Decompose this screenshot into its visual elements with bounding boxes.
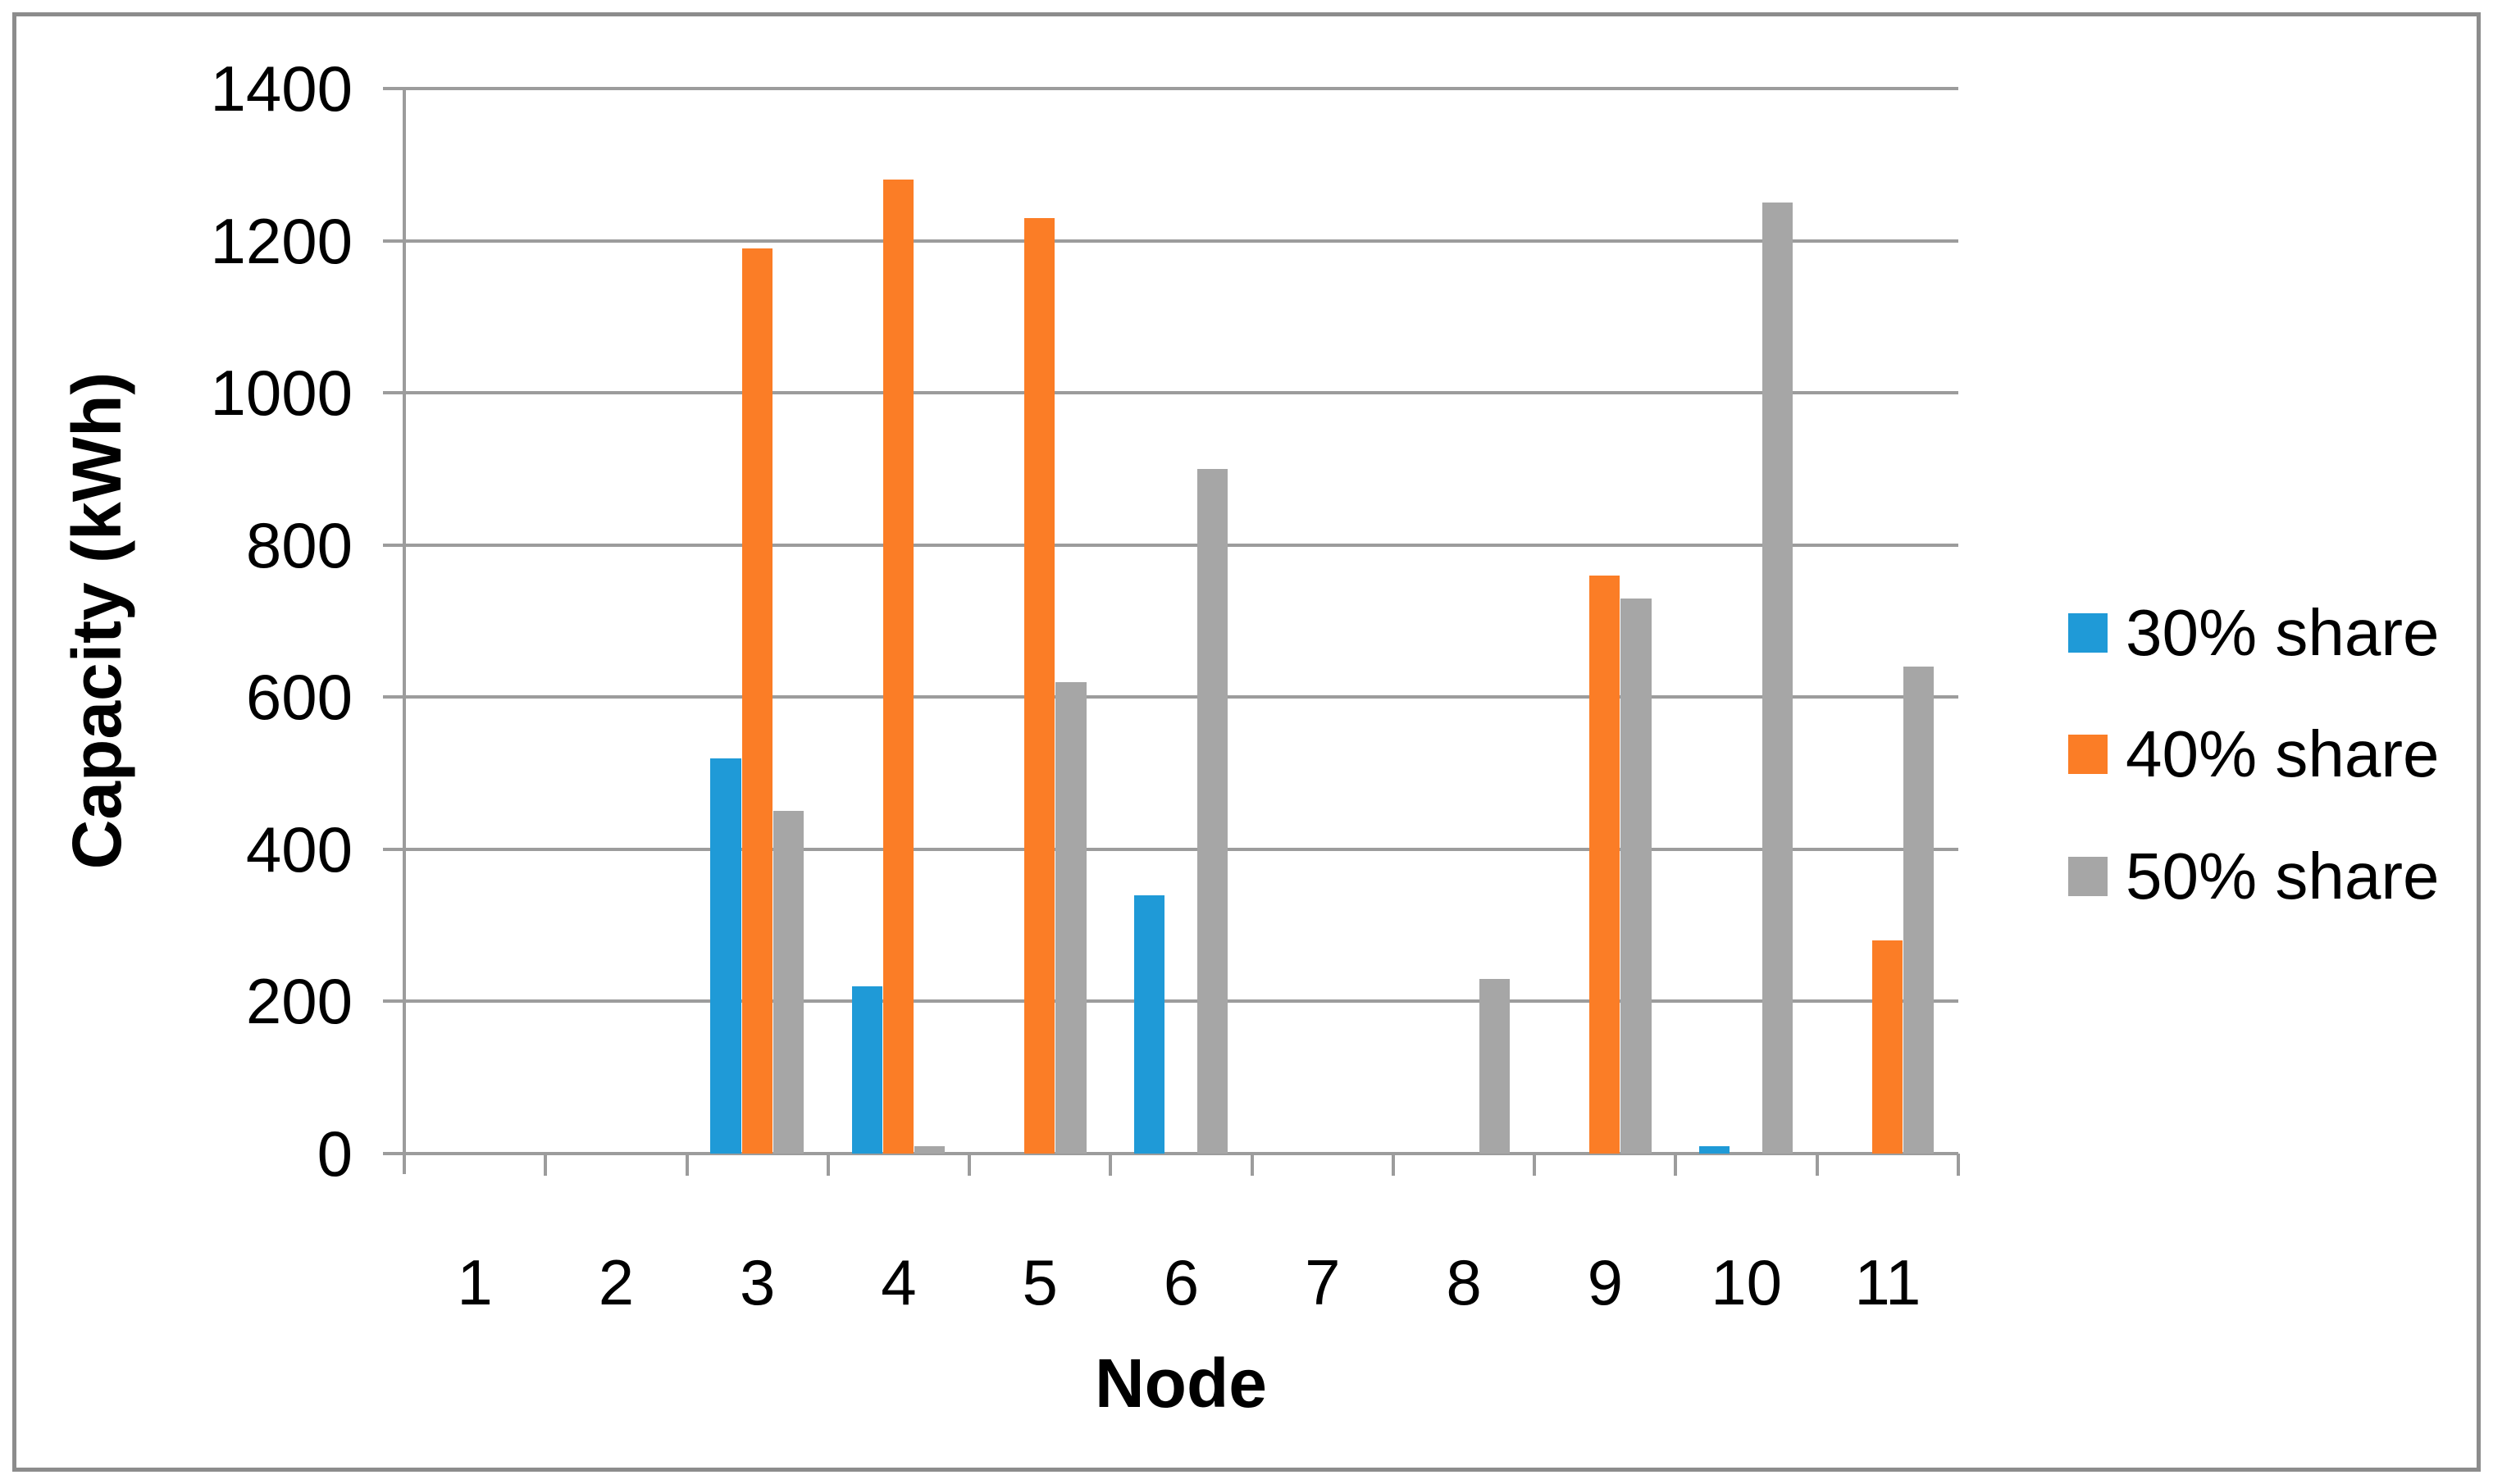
x-axis-tick-1 xyxy=(544,1154,548,1176)
x-axis-tick-4 xyxy=(968,1154,972,1176)
x-tick-label-6: 6 xyxy=(1163,1246,1200,1318)
gridline-y-400 xyxy=(383,847,1958,851)
y-tick-label-600: 600 xyxy=(245,661,353,734)
y-tick-label-1400: 1400 xyxy=(210,52,353,125)
legend-label: 30% share xyxy=(2126,596,2440,669)
legend-swatch-icon xyxy=(2068,613,2108,653)
bar-50share-node-3 xyxy=(773,811,804,1154)
bar-50share-node-11 xyxy=(1903,667,1935,1154)
bar-50share-node-9 xyxy=(1620,598,1652,1154)
bar-50share-node-4 xyxy=(914,1145,946,1154)
y-tick-label-200: 200 xyxy=(245,965,353,1038)
bar-40share-node-3 xyxy=(741,248,773,1154)
legend-swatch-icon xyxy=(2068,857,2108,896)
gridline-y-1400 xyxy=(383,87,1958,90)
bar-30share-node-10 xyxy=(1699,1145,1730,1154)
bar-40share-node-5 xyxy=(1024,217,1055,1154)
x-axis-tick-5 xyxy=(1109,1154,1113,1176)
gridline-y-800 xyxy=(383,543,1958,547)
x-axis-title: Node xyxy=(1095,1345,1267,1422)
x-tick-label-1: 1 xyxy=(457,1246,493,1318)
x-tick-label-5: 5 xyxy=(1022,1246,1058,1318)
legend: 30% share 40% share 50% share xyxy=(2068,0,2478,1484)
y-tick-label-400: 400 xyxy=(245,813,353,885)
x-tick-label-11: 11 xyxy=(1854,1246,1921,1318)
x-axis-tick-7 xyxy=(1391,1154,1395,1176)
gridline-y-200 xyxy=(383,999,1958,1004)
legend-label: 40% share xyxy=(2126,717,2440,790)
bar-30share-node-3 xyxy=(710,758,741,1154)
x-tick-label-2: 2 xyxy=(598,1246,635,1318)
y-axis-title: Capacity (kWh) xyxy=(58,371,135,870)
bar-50share-node-6 xyxy=(1196,468,1228,1154)
x-axis-tick-10 xyxy=(1815,1154,1819,1176)
bar-40share-node-9 xyxy=(1589,575,1620,1154)
bar-40share-node-4 xyxy=(882,180,914,1154)
bar-30share-node-6 xyxy=(1134,894,1165,1154)
bar-50share-node-10 xyxy=(1762,203,1793,1154)
x-axis-tick-8 xyxy=(1533,1154,1537,1176)
gridline-y-0 xyxy=(383,1152,1958,1155)
bar-40share-node-11 xyxy=(1871,940,1903,1154)
bar-50share-node-8 xyxy=(1479,978,1511,1154)
x-tick-label-7: 7 xyxy=(1305,1246,1341,1318)
y-tick-label-800: 800 xyxy=(245,508,353,581)
bar-50share-node-5 xyxy=(1055,681,1087,1154)
x-tick-label-8: 8 xyxy=(1446,1246,1482,1318)
y-tick-label-0: 0 xyxy=(317,1118,353,1190)
gridline-y-1200 xyxy=(383,239,1958,243)
x-axis-tick-11 xyxy=(1957,1154,1960,1176)
x-tick-label-10: 10 xyxy=(1711,1246,1782,1318)
x-axis-tick-3 xyxy=(826,1154,830,1176)
legend-label: 50% share xyxy=(2126,840,2440,913)
legend-swatch-icon xyxy=(2068,735,2108,774)
x-axis-tick-9 xyxy=(1674,1154,1678,1176)
bar-30share-node-4 xyxy=(851,986,882,1154)
gridline-y-1000 xyxy=(383,391,1958,395)
x-tick-label-9: 9 xyxy=(1587,1246,1623,1318)
x-tick-label-3: 3 xyxy=(739,1246,776,1318)
x-axis-tick-6 xyxy=(1250,1154,1254,1176)
x-tick-label-4: 4 xyxy=(881,1246,917,1318)
y-axis-line xyxy=(403,87,406,1174)
x-axis-tick-2 xyxy=(685,1154,689,1176)
y-tick-label-1200: 1200 xyxy=(210,204,353,277)
gridline-y-600 xyxy=(383,695,1958,699)
y-tick-label-1000: 1000 xyxy=(210,357,353,430)
